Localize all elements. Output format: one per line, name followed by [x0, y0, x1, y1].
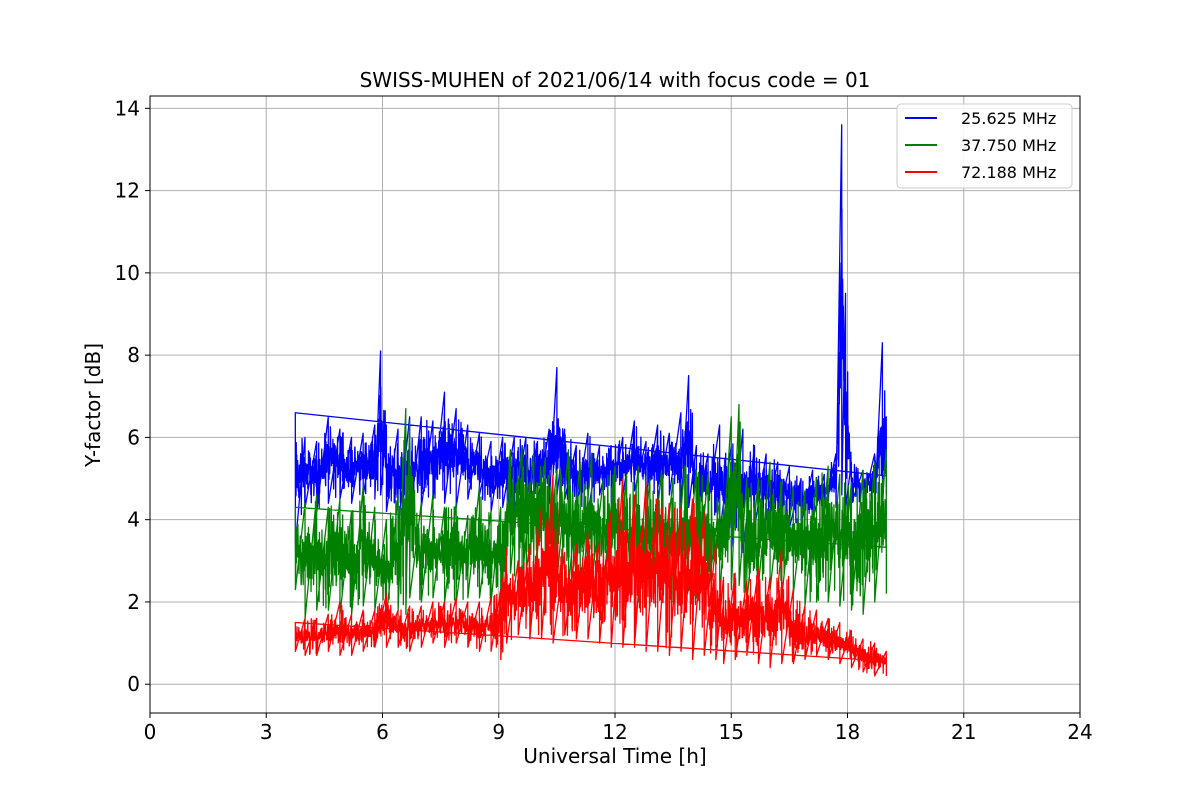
x-tick-label-3: 9 [492, 720, 505, 744]
x-tick-label-7: 21 [951, 720, 976, 744]
series-0 [294, 124, 888, 554]
x-tick-label-6: 18 [835, 720, 860, 744]
x-tick-label-1: 3 [260, 720, 273, 744]
x-tick-label-0: 0 [144, 720, 157, 744]
y-tick-label-1: 2 [127, 590, 140, 614]
x-tick-label-2: 6 [376, 720, 389, 744]
chart-title: SWISS-MUHEN of 2021/06/14 with focus cod… [360, 68, 871, 92]
y-tick-label-4: 8 [127, 343, 140, 367]
legend-label-2: 72.188 MHz [961, 163, 1056, 182]
y-axis-label: Y-factor [dB] [81, 343, 105, 468]
legend-label-1: 37.750 MHz [961, 136, 1056, 155]
x-tick-label-8: 24 [1067, 720, 1092, 744]
series-line-2 [294, 473, 888, 677]
legend: 25.625 MHz 37.750 MHz 72.188 MHz [896, 103, 1073, 189]
series-layer [294, 124, 888, 677]
y-tick-label-0: 0 [127, 672, 140, 696]
y-tick-label-5: 10 [115, 261, 140, 285]
x-axis-label: Universal Time [h] [523, 744, 706, 768]
y-tick-label-3: 6 [127, 425, 140, 449]
legend-label-0: 25.625 MHz [961, 109, 1056, 128]
y-tick-label-2: 4 [127, 508, 140, 532]
series-line-0 [294, 124, 888, 554]
x-tick-label-4: 12 [602, 720, 627, 744]
y-tick-label-6: 12 [115, 179, 140, 203]
legend-box [896, 103, 1073, 189]
series-2 [294, 473, 888, 677]
x-tick-label-5: 15 [719, 720, 744, 744]
y-tick-label-7: 14 [115, 96, 140, 120]
